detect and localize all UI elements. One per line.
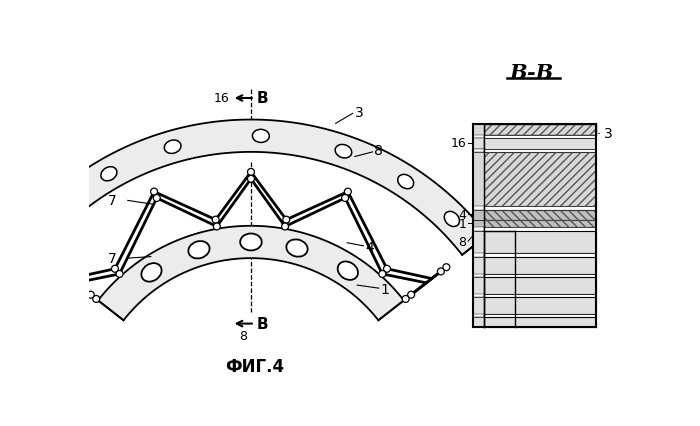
Text: 1: 1 <box>380 282 389 296</box>
Bar <box>473 257 484 274</box>
Ellipse shape <box>253 130 270 143</box>
Bar <box>473 153 484 206</box>
Bar <box>484 135 596 139</box>
Text: 16: 16 <box>214 92 230 105</box>
Circle shape <box>407 291 414 299</box>
Ellipse shape <box>141 264 162 282</box>
Circle shape <box>150 189 158 196</box>
Text: 4: 4 <box>458 208 466 221</box>
Bar <box>484 297 596 314</box>
Bar <box>473 314 484 317</box>
Bar <box>484 317 596 328</box>
Polygon shape <box>14 120 488 255</box>
Bar <box>473 139 484 150</box>
Circle shape <box>443 264 450 271</box>
Text: B: B <box>256 91 268 106</box>
Bar <box>473 150 484 153</box>
Circle shape <box>283 217 290 224</box>
Polygon shape <box>98 226 404 320</box>
Bar <box>484 153 596 206</box>
Bar <box>484 125 596 135</box>
Bar <box>484 150 596 153</box>
Text: 7: 7 <box>108 194 117 208</box>
Ellipse shape <box>286 240 307 257</box>
Text: 3: 3 <box>603 127 612 141</box>
Circle shape <box>116 271 123 278</box>
Ellipse shape <box>188 242 209 259</box>
Bar <box>473 274 484 277</box>
Bar <box>473 232 484 253</box>
Circle shape <box>248 169 254 176</box>
Circle shape <box>342 195 349 202</box>
Ellipse shape <box>240 234 262 251</box>
Bar <box>484 277 596 294</box>
Ellipse shape <box>444 212 459 227</box>
Circle shape <box>402 296 409 303</box>
Bar <box>484 220 596 228</box>
Ellipse shape <box>164 141 181 154</box>
Text: ФИГ.4: ФИГ.4 <box>225 357 284 375</box>
Circle shape <box>344 189 351 196</box>
Text: 16: 16 <box>451 137 466 150</box>
Circle shape <box>384 266 391 273</box>
Text: 3: 3 <box>355 106 364 120</box>
Circle shape <box>212 217 219 224</box>
Ellipse shape <box>398 175 414 189</box>
Bar <box>484 153 596 206</box>
Bar <box>484 257 596 274</box>
Bar <box>484 314 596 317</box>
Bar <box>484 274 596 277</box>
Circle shape <box>111 266 118 273</box>
Bar <box>484 139 596 150</box>
Bar <box>473 297 484 314</box>
Circle shape <box>88 291 94 299</box>
Text: B-B: B-B <box>510 63 554 83</box>
Bar <box>473 220 484 228</box>
Circle shape <box>379 271 386 278</box>
Bar <box>473 210 484 220</box>
Bar <box>473 317 484 328</box>
Text: 8: 8 <box>374 144 383 158</box>
Bar <box>484 228 596 232</box>
Bar <box>484 253 596 257</box>
Circle shape <box>281 224 288 230</box>
Ellipse shape <box>101 167 117 181</box>
Text: 1: 1 <box>458 218 466 230</box>
Bar <box>473 135 484 139</box>
Circle shape <box>52 264 59 271</box>
Text: 8: 8 <box>458 235 466 248</box>
Bar <box>484 125 596 135</box>
Ellipse shape <box>337 262 358 280</box>
Bar <box>473 294 484 297</box>
Circle shape <box>93 296 99 303</box>
Circle shape <box>248 176 254 183</box>
Bar <box>484 232 596 253</box>
Bar <box>484 294 596 297</box>
Ellipse shape <box>50 205 65 220</box>
Bar <box>484 220 596 228</box>
Circle shape <box>57 268 64 275</box>
Circle shape <box>214 224 220 230</box>
Bar <box>473 277 484 294</box>
Bar <box>484 210 596 220</box>
Circle shape <box>153 195 160 202</box>
Bar <box>484 210 596 220</box>
Bar <box>473 228 484 232</box>
Ellipse shape <box>335 145 351 158</box>
Bar <box>484 206 596 210</box>
Text: 4: 4 <box>365 240 374 254</box>
Text: 8: 8 <box>239 329 247 342</box>
Text: B: B <box>256 317 268 331</box>
Bar <box>473 206 484 210</box>
Bar <box>473 125 484 135</box>
Text: 7: 7 <box>108 251 117 265</box>
Bar <box>473 253 484 257</box>
Circle shape <box>438 268 444 275</box>
